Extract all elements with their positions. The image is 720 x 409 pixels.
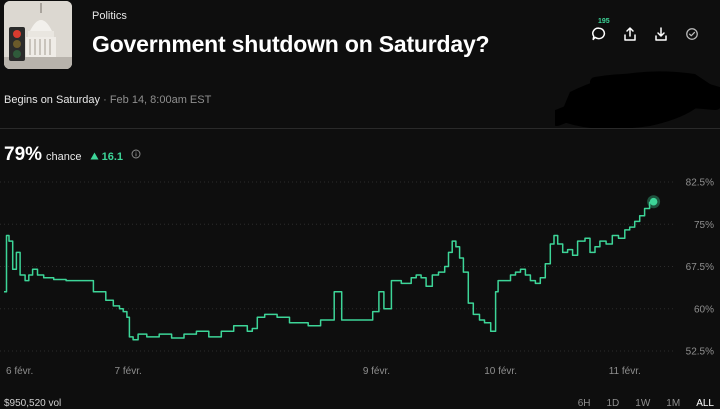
resolution-button[interactable] — [682, 24, 702, 44]
comment-icon — [592, 27, 606, 41]
schedule-separator: · — [103, 94, 107, 106]
triangle-up-icon — [90, 152, 99, 160]
begins-label: Begins on Saturday — [4, 94, 101, 106]
comments-button[interactable]: 195 — [589, 18, 610, 44]
capitol-dome-image — [4, 1, 72, 69]
event-date: Feb 14, 8:00am EST — [109, 94, 212, 106]
x-tick-label: 6 févr. — [6, 366, 33, 377]
chance-value: 79% — [4, 144, 43, 165]
info-icon — [131, 149, 141, 159]
share-button[interactable] — [620, 24, 640, 44]
event-schedule: Begins on Saturday · Feb 14, 8:00am EST — [4, 94, 211, 106]
price-chart[interactable]: 82.5% 75% 67.5% 60% 52.5% 6 févr. 7 févr. 9 fé… — [0, 170, 720, 385]
market-category[interactable]: Politics — [92, 10, 127, 22]
x-tick-label: 9 févr. — [363, 366, 390, 377]
y-axis-ticks: 82.5% 75% 67.5% 60% 52.5% — [686, 178, 714, 358]
info-button[interactable] — [131, 146, 141, 164]
delta-value: 16.1 — [101, 151, 123, 163]
y-tick-label: 60% — [694, 304, 714, 315]
y-tick-label: 52.5% — [686, 347, 714, 358]
download-button[interactable] — [651, 24, 671, 44]
redaction-scribble — [555, 71, 720, 129]
current-point — [649, 197, 658, 206]
share-icon — [624, 27, 636, 41]
chance-summary: 79% chance 16.1 — [4, 144, 141, 166]
header-divider — [0, 128, 720, 129]
y-tick-label: 67.5% — [686, 262, 714, 273]
x-axis-ticks: 6 févr. 7 févr. 9 févr. 10 févr. 11 févr. — [6, 366, 641, 377]
download-icon — [655, 27, 667, 41]
market-title: Government shutdown on Saturday? — [92, 31, 490, 57]
comment-count: 195 — [598, 18, 610, 25]
y-tick-label: 75% — [694, 220, 714, 231]
chart-series — [4, 195, 661, 341]
y-tick-label: 82.5% — [686, 178, 714, 189]
market-actions: 195 — [578, 18, 702, 44]
x-tick-label: 10 févr. — [484, 366, 517, 377]
x-tick-label: 11 févr. — [609, 366, 641, 377]
chart-grid — [0, 181, 676, 352]
market-thumbnail — [4, 1, 72, 69]
series-line — [4, 201, 651, 341]
chance-delta: 16.1 — [90, 151, 123, 163]
x-tick-label: 7 févr. — [115, 366, 142, 377]
chance-label: chance — [46, 151, 82, 163]
check-circle-icon — [686, 28, 698, 40]
